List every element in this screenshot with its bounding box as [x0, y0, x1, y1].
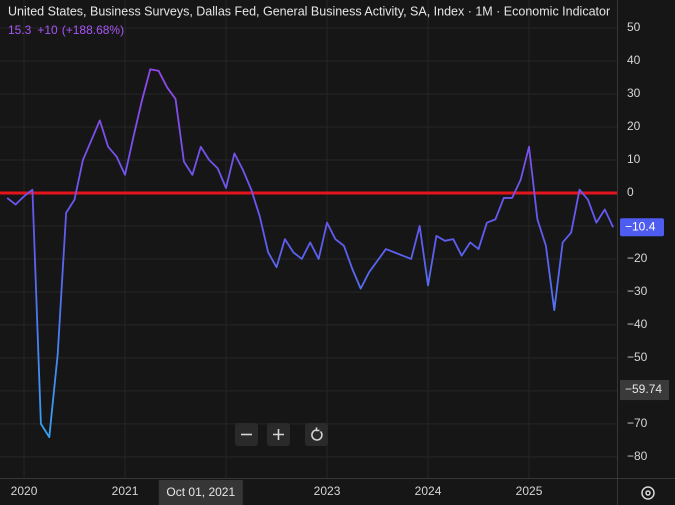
crosshair-y-box: [620, 380, 669, 401]
x-tick-label: 2023: [314, 484, 341, 498]
y-tick-label: 30: [627, 86, 641, 100]
crosshair-y-label: −59.74: [625, 382, 662, 396]
zoom-in-button[interactable]: [267, 423, 290, 446]
last-value-box: [620, 218, 664, 237]
chart-subtitle: 15.3 +10 (+188.68%): [8, 23, 124, 37]
y-tick-label: 10: [627, 152, 641, 166]
last-value-label: −10.4: [625, 219, 656, 233]
subtitle-value: 15.3: [8, 23, 32, 37]
zoom-out-button[interactable]: [235, 423, 258, 446]
y-tick-label: 50: [627, 20, 641, 34]
x-tick-label: 2020: [11, 484, 38, 498]
reset-button[interactable]: [305, 423, 328, 446]
y-tick-label: −40: [627, 317, 648, 331]
subtitle-change-pct: (+188.68%): [62, 23, 124, 37]
y-tick-label: 20: [627, 119, 641, 133]
y-tick-label: −20: [627, 251, 648, 265]
y-tick-label: −50: [627, 350, 648, 364]
y-tick-label: −70: [627, 416, 648, 430]
x-tick-label: 2021: [112, 484, 139, 498]
settings-button[interactable]: [641, 486, 655, 500]
x-tick-label: 2024: [415, 484, 442, 498]
data-line: [6, 68, 614, 438]
y-tick-label: 0: [627, 185, 634, 199]
y-tick-label: −80: [627, 449, 648, 463]
x-tick-label: 2025: [516, 484, 543, 498]
chart-title: United States, Business Surveys, Dallas …: [8, 4, 610, 18]
subtitle-change: +10: [37, 23, 58, 37]
crosshair-x-label: Oct 01, 2021: [166, 485, 235, 499]
crosshair-x-box: [158, 480, 243, 505]
y-tick-label: −30: [627, 284, 648, 298]
y-tick-label: 40: [627, 53, 641, 67]
